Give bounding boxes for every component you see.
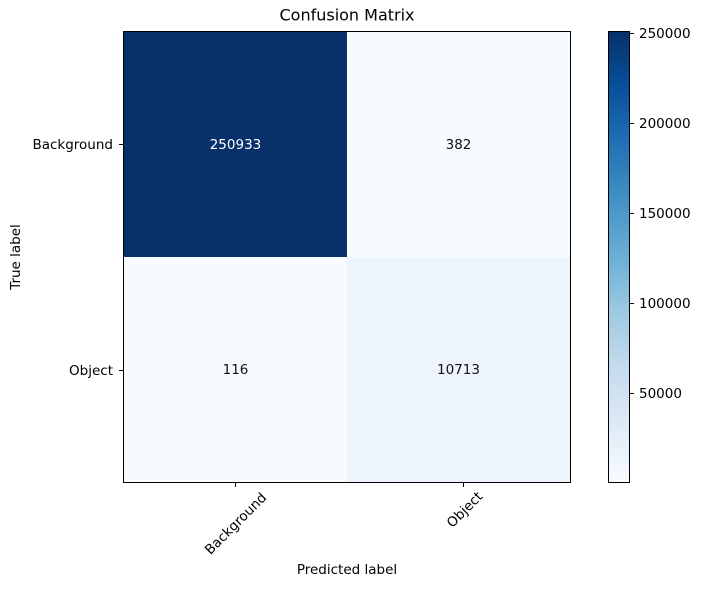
- x-axis-label: Predicted label: [296, 562, 398, 578]
- colorbar-gradient: [609, 32, 629, 482]
- x-tick-mark-background: [235, 483, 236, 487]
- y-axis-label: True label: [8, 224, 24, 290]
- x-tick-mark-object: [463, 483, 464, 487]
- y-tick-label-background: Background: [32, 137, 113, 153]
- colorbar-tick-mark-100000: [630, 303, 634, 304]
- x-tick-label-background: Background: [201, 489, 271, 559]
- y-tick-mark-background: [119, 144, 123, 145]
- chart-title: Confusion Matrix: [279, 5, 415, 25]
- colorbar-tick-mark-200000: [630, 123, 634, 124]
- colorbar-tick-label-200000: 200000: [639, 116, 691, 132]
- colorbar: [608, 31, 630, 483]
- heatmap-cells: 250933 382 116 10713: [124, 32, 570, 482]
- colorbar-tick-label-250000: 250000: [639, 26, 691, 42]
- y-tick-mark-object: [119, 370, 123, 371]
- colorbar-tick-label-150000: 150000: [639, 206, 691, 222]
- colorbar-tick-label-50000: 50000: [639, 386, 682, 402]
- colorbar-tick-mark-150000: [630, 213, 634, 214]
- x-tick-label-object: Object: [443, 488, 487, 532]
- colorbar-tick-label-100000: 100000: [639, 296, 691, 312]
- matrix-cell-object-background: 116: [124, 257, 347, 482]
- heatmap-axes: 250933 382 116 10713: [123, 31, 571, 483]
- colorbar-tick-mark-50000: [630, 393, 634, 394]
- matrix-cell-background-object: 382: [347, 32, 570, 257]
- y-tick-label-object: Object: [69, 363, 113, 379]
- colorbar-tick-mark-250000: [630, 33, 634, 34]
- matrix-cell-background-background: 250933: [124, 32, 347, 257]
- matrix-cell-object-object: 10713: [347, 257, 570, 482]
